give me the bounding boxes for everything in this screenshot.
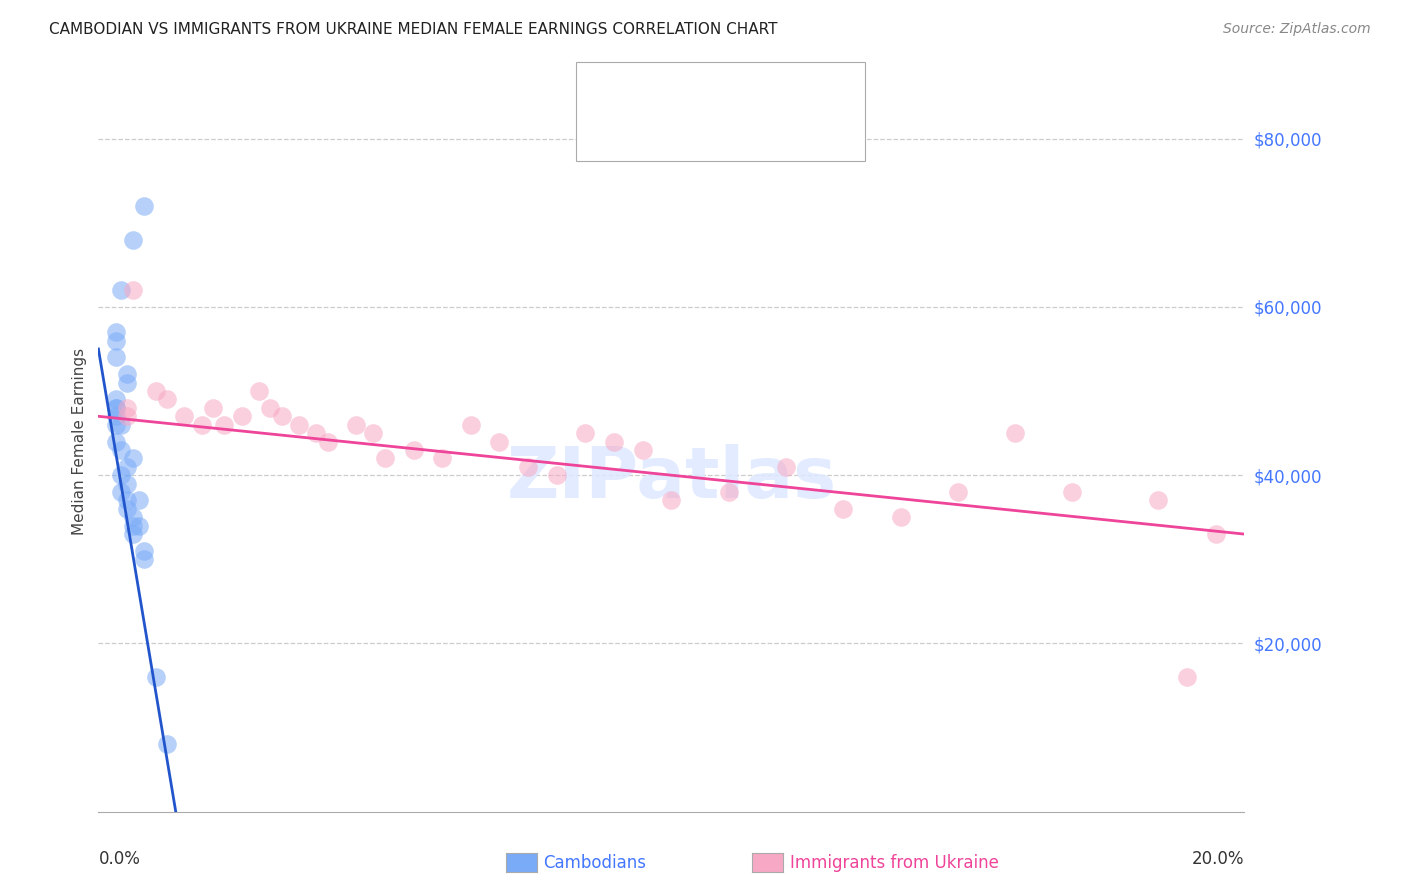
Point	[104, 401, 127, 415]
Point	[115, 409, 138, 424]
Point	[402, 442, 425, 457]
Text: R = -0.707: R = -0.707	[645, 80, 734, 98]
Point	[115, 459, 138, 474]
Text: Immigrants from Ukraine: Immigrants from Ukraine	[790, 854, 1000, 871]
Point	[574, 426, 596, 441]
Point	[104, 434, 127, 449]
Point	[104, 409, 127, 424]
Point	[344, 417, 367, 432]
Text: Cambodians: Cambodians	[543, 854, 645, 871]
Point	[115, 476, 138, 491]
Point	[288, 417, 311, 432]
Point	[890, 510, 912, 524]
Text: CAMBODIAN VS IMMIGRANTS FROM UKRAINE MEDIAN FEMALE EARNINGS CORRELATION CHART: CAMBODIAN VS IMMIGRANTS FROM UKRAINE MED…	[49, 22, 778, 37]
Point	[115, 401, 138, 415]
Text: 0.0%: 0.0%	[98, 849, 141, 868]
Text: N = 32: N = 32	[754, 80, 811, 98]
Y-axis label: Median Female Earnings: Median Female Earnings	[72, 348, 87, 535]
Text: ZIPatlas: ZIPatlas	[506, 444, 837, 513]
Point	[1205, 527, 1227, 541]
Point	[488, 434, 510, 449]
Point	[202, 401, 225, 415]
Point	[231, 409, 253, 424]
Point	[121, 527, 143, 541]
Point	[104, 417, 127, 432]
Point	[156, 392, 179, 407]
Point	[717, 485, 740, 500]
Point	[104, 392, 127, 407]
Point	[121, 233, 143, 247]
Point	[110, 468, 132, 483]
Point	[110, 442, 132, 457]
Point	[145, 384, 167, 398]
Point	[946, 485, 969, 500]
Point	[517, 459, 540, 474]
Point	[121, 510, 143, 524]
Point	[110, 485, 132, 500]
Point	[430, 451, 453, 466]
Point	[259, 401, 281, 415]
Text: R = -0.532: R = -0.532	[645, 125, 735, 143]
Point	[104, 351, 127, 365]
Point	[832, 501, 855, 516]
Point	[134, 552, 156, 566]
Point	[214, 417, 236, 432]
Point	[363, 426, 385, 441]
Point	[121, 451, 143, 466]
Point	[460, 417, 482, 432]
Point	[173, 409, 195, 424]
Point	[115, 501, 138, 516]
Point	[110, 283, 132, 297]
Point	[775, 459, 797, 474]
Point	[110, 417, 132, 432]
Point	[631, 442, 654, 457]
Point	[374, 451, 396, 466]
Point	[134, 544, 156, 558]
Point	[115, 368, 138, 382]
Point	[104, 401, 127, 415]
Text: N = 39: N = 39	[754, 125, 811, 143]
Point	[121, 283, 143, 297]
Point	[115, 376, 138, 390]
Point	[305, 426, 328, 441]
Point	[156, 738, 179, 752]
Point	[1175, 670, 1198, 684]
Point	[270, 409, 292, 424]
Point	[115, 493, 138, 508]
Point	[1062, 485, 1084, 500]
Point	[121, 518, 143, 533]
Point	[247, 384, 270, 398]
Text: 20.0%: 20.0%	[1192, 849, 1244, 868]
Point	[603, 434, 626, 449]
Point	[128, 493, 150, 508]
Point	[145, 670, 167, 684]
Point	[1147, 493, 1170, 508]
Point	[104, 334, 127, 348]
Point	[134, 199, 156, 213]
Point	[1004, 426, 1026, 441]
Point	[316, 434, 339, 449]
Point	[128, 518, 150, 533]
Text: Source: ZipAtlas.com: Source: ZipAtlas.com	[1223, 22, 1371, 37]
Point	[546, 468, 568, 483]
Point	[190, 417, 212, 432]
Point	[661, 493, 683, 508]
Point	[104, 325, 127, 339]
